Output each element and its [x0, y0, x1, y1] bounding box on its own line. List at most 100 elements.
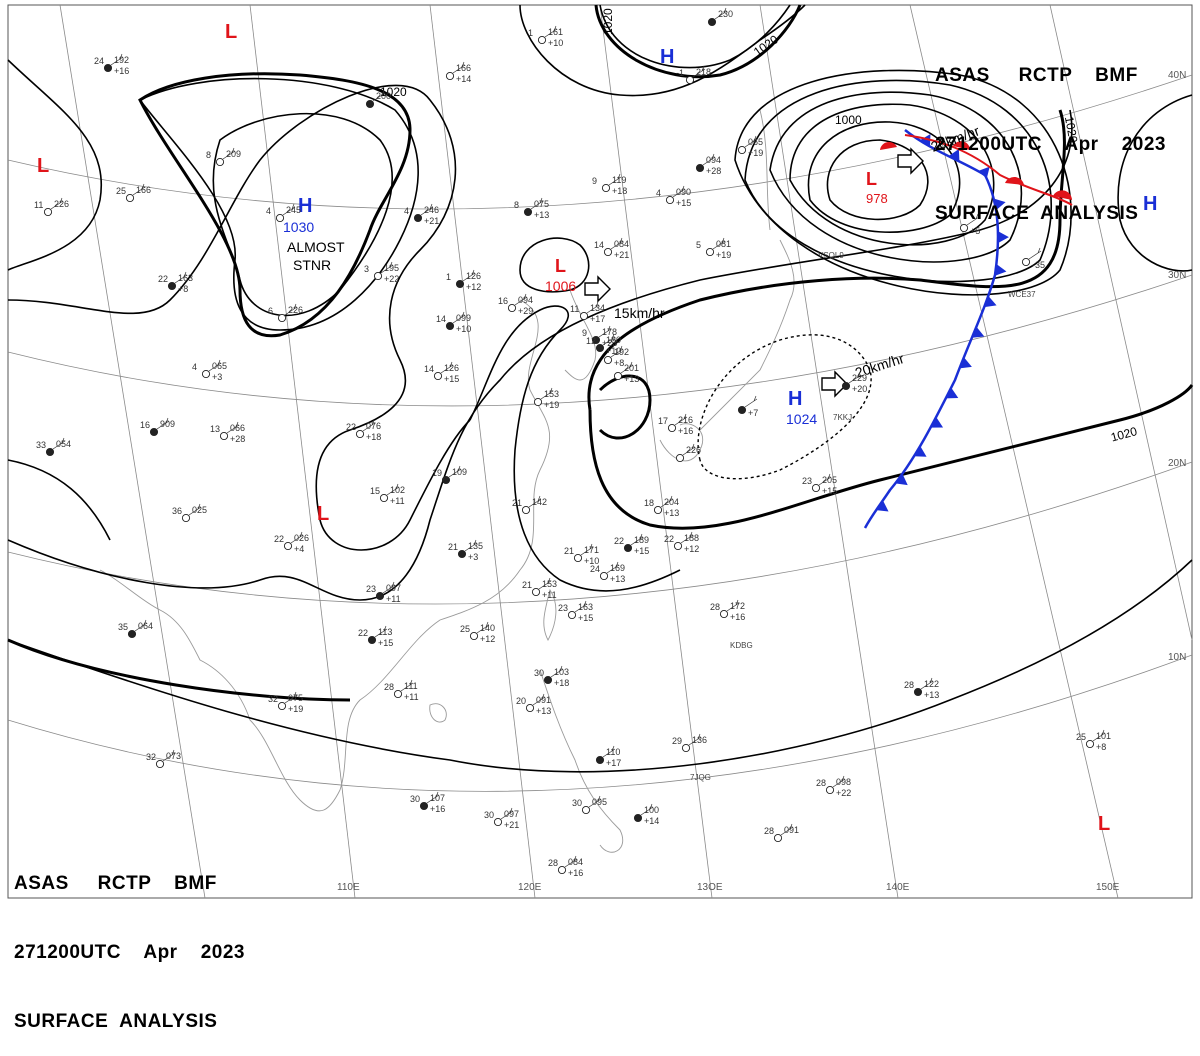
station-circle: [737, 145, 747, 155]
station-tendency: +10: [606, 346, 621, 356]
station-circle: [673, 541, 683, 551]
wind-barb: [688, 733, 702, 746]
station-tendency: +14: [644, 816, 659, 826]
warm-front-semicircle-3: [1005, 176, 1024, 185]
station-tendency: +15: [578, 613, 593, 623]
station-circle: [675, 453, 685, 463]
station-circle: [355, 429, 365, 439]
station-pressure: 098: [836, 777, 851, 787]
station-temperature: 30: [534, 668, 544, 678]
station-plot: 226: [675, 443, 701, 463]
station-circle: [533, 397, 543, 407]
station-circle: [201, 369, 211, 379]
station-plot: 28 172+16: [710, 599, 745, 622]
station-temperature: 30: [484, 810, 494, 820]
wind-barb: [282, 203, 296, 216]
lon-label-150e: 150E: [1096, 882, 1120, 893]
station-circle: [1021, 257, 1031, 267]
station-plot: 30 095: [572, 795, 607, 815]
station-plot: 22 188+12: [664, 531, 699, 554]
station-tendency: +10: [584, 556, 599, 566]
station-circle: [457, 549, 467, 559]
wind-barb: [514, 293, 528, 306]
cold-front-triangle: [984, 295, 997, 308]
station-pressure: 090: [676, 187, 691, 197]
station-plot: 14 126+15: [424, 361, 459, 384]
station-pressure: 103: [554, 667, 569, 677]
station-circle: [43, 207, 53, 217]
station-plot: 35 064: [118, 619, 153, 639]
station-circle: [959, 223, 969, 233]
station-circle: [579, 311, 589, 321]
station-temperature: 15: [370, 486, 380, 496]
station-temperature: 33: [36, 440, 46, 450]
wind-barb: [598, 325, 612, 338]
lon-line-140e: [759, 4, 899, 899]
station-plot: 4 090+15: [656, 185, 691, 208]
station-circle: [493, 817, 503, 827]
high-marker: H: [298, 195, 312, 217]
station-tendency: +19: [716, 250, 731, 260]
station-plot: 19 109: [432, 465, 467, 485]
station-pressure: 153: [544, 389, 559, 399]
station-plot: 28 111+11: [384, 679, 419, 702]
wind-barb: [174, 271, 188, 284]
station-tendency: +11: [390, 496, 405, 506]
station-plot: 16 094+29: [498, 293, 533, 316]
station-id: 7JQG: [690, 773, 711, 782]
wind-barb: [538, 577, 552, 590]
station-pressure: 166: [456, 63, 471, 73]
station-temperature: 32: [268, 694, 278, 704]
station-temperature: 22: [346, 422, 356, 432]
station-circle: [523, 207, 533, 217]
station-temperature: 13: [210, 424, 220, 434]
station-circle: [379, 493, 389, 503]
high-east: H: [1143, 193, 1157, 215]
wind-barb: [588, 795, 602, 808]
station-plot: 21 171+10: [564, 543, 599, 566]
station-plot: 21 153+11: [522, 577, 557, 600]
station-plot: 8 075+13: [514, 197, 549, 220]
wind-barb: [380, 261, 394, 274]
station-circle: [127, 629, 137, 639]
station-plot: 15 102+11: [370, 483, 405, 506]
station-plot: 4 065+3: [192, 359, 227, 382]
station-plot: 23 097+11: [366, 581, 401, 604]
station-plot: 11 134+17: [570, 301, 605, 324]
station-pressure: 136: [692, 735, 707, 745]
cold-front-triangle: [994, 264, 1007, 276]
station-circle: [825, 785, 835, 795]
station-circle: [581, 805, 591, 815]
station-pressure: 218: [696, 67, 711, 77]
station-tendency: +22: [384, 274, 399, 284]
station-temperature: 1: [528, 28, 533, 38]
station-temperature: 29: [672, 736, 682, 746]
wind-barb: [500, 807, 514, 820]
station-tendency: +15: [676, 198, 691, 208]
station-temperature: 28: [710, 602, 720, 612]
warm-front-semicircle-2: [953, 141, 970, 150]
station-pressure: 192: [114, 55, 129, 65]
station-temperature: 23: [366, 584, 376, 594]
isobar-west-low: [7, 459, 111, 541]
station-pressure: 119: [612, 175, 626, 185]
station-plot: 13 066+28: [210, 421, 245, 444]
station-temperature: 28: [548, 858, 558, 868]
station-plot: 5 081+19: [696, 237, 731, 260]
station-tendency: +16: [430, 804, 445, 814]
lat-line-20n: [7, 461, 1193, 605]
station-circle: [543, 675, 553, 685]
station-pressure: 245: [286, 205, 301, 215]
station-pressure: 205: [822, 475, 837, 485]
station-tendency: +13: [536, 706, 551, 716]
station-temperature: 14: [594, 240, 604, 250]
station-circle: [507, 303, 517, 313]
station-pressure: 209: [226, 149, 241, 159]
station-temperature: 35: [118, 622, 128, 632]
high-center-pressure: 1024: [786, 411, 817, 427]
station-pressure: 226: [54, 199, 69, 209]
station-pressure: 161: [548, 27, 563, 37]
station-pressure: 094: [518, 295, 533, 305]
wind-barb: [848, 371, 862, 384]
station-tendency: +29: [518, 306, 533, 316]
